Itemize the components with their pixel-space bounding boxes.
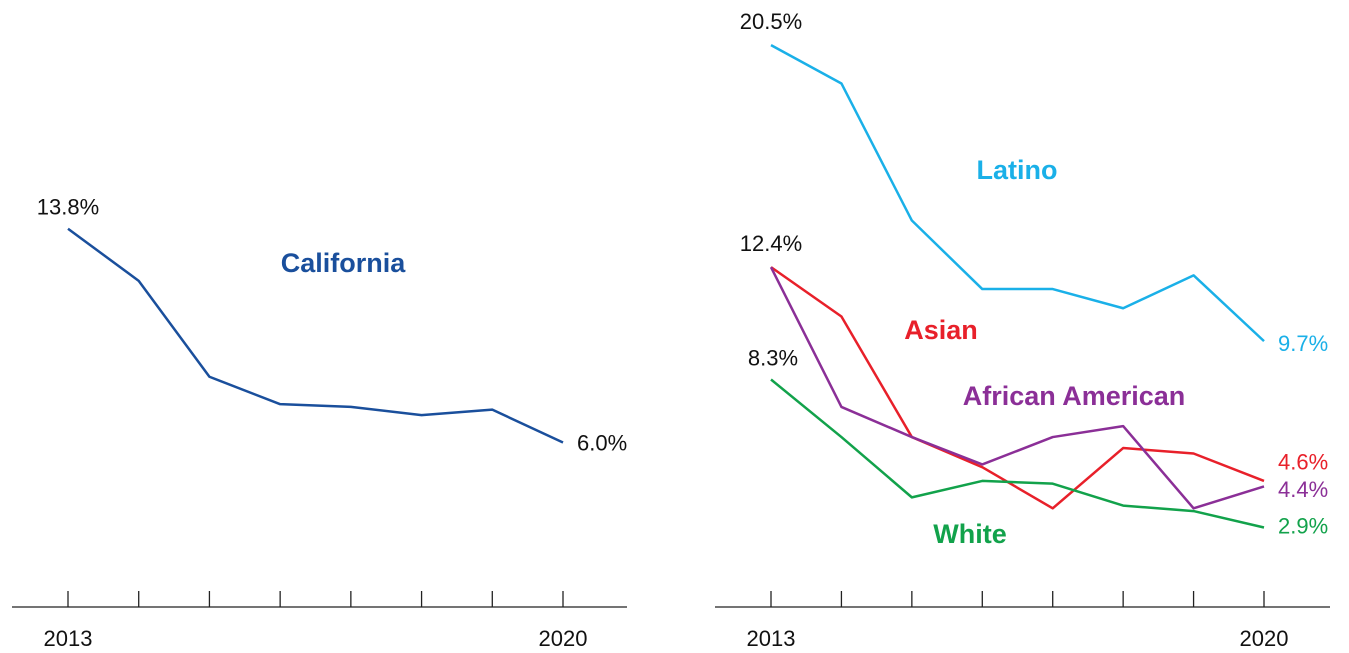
value-label: 20.5% xyxy=(740,9,802,34)
value-label: 12.4% xyxy=(740,231,802,256)
value-label: 4.4% xyxy=(1278,477,1328,502)
series-label: Asian xyxy=(904,315,978,345)
series-label: Latino xyxy=(977,155,1058,185)
value-label: 9.7% xyxy=(1278,331,1328,356)
series-line xyxy=(770,378,1265,529)
value-label: 2.9% xyxy=(1278,513,1328,538)
x-tick-label: 2013 xyxy=(747,626,796,651)
series-label: African American xyxy=(963,381,1186,411)
x-tick-label: 2013 xyxy=(44,626,93,651)
value-label: 8.3% xyxy=(748,345,798,370)
series-label: California xyxy=(281,248,407,278)
x-tick-label: 2020 xyxy=(1240,626,1289,651)
series-line xyxy=(770,44,1265,343)
series-line xyxy=(769,266,1265,510)
series-label: White xyxy=(933,519,1007,549)
value-label: 13.8% xyxy=(37,195,99,220)
value-label: 4.6% xyxy=(1278,450,1328,475)
value-label: 6.0% xyxy=(577,430,627,455)
series-line xyxy=(67,227,564,444)
series-line xyxy=(770,266,1265,510)
x-tick-label: 2020 xyxy=(539,626,588,651)
